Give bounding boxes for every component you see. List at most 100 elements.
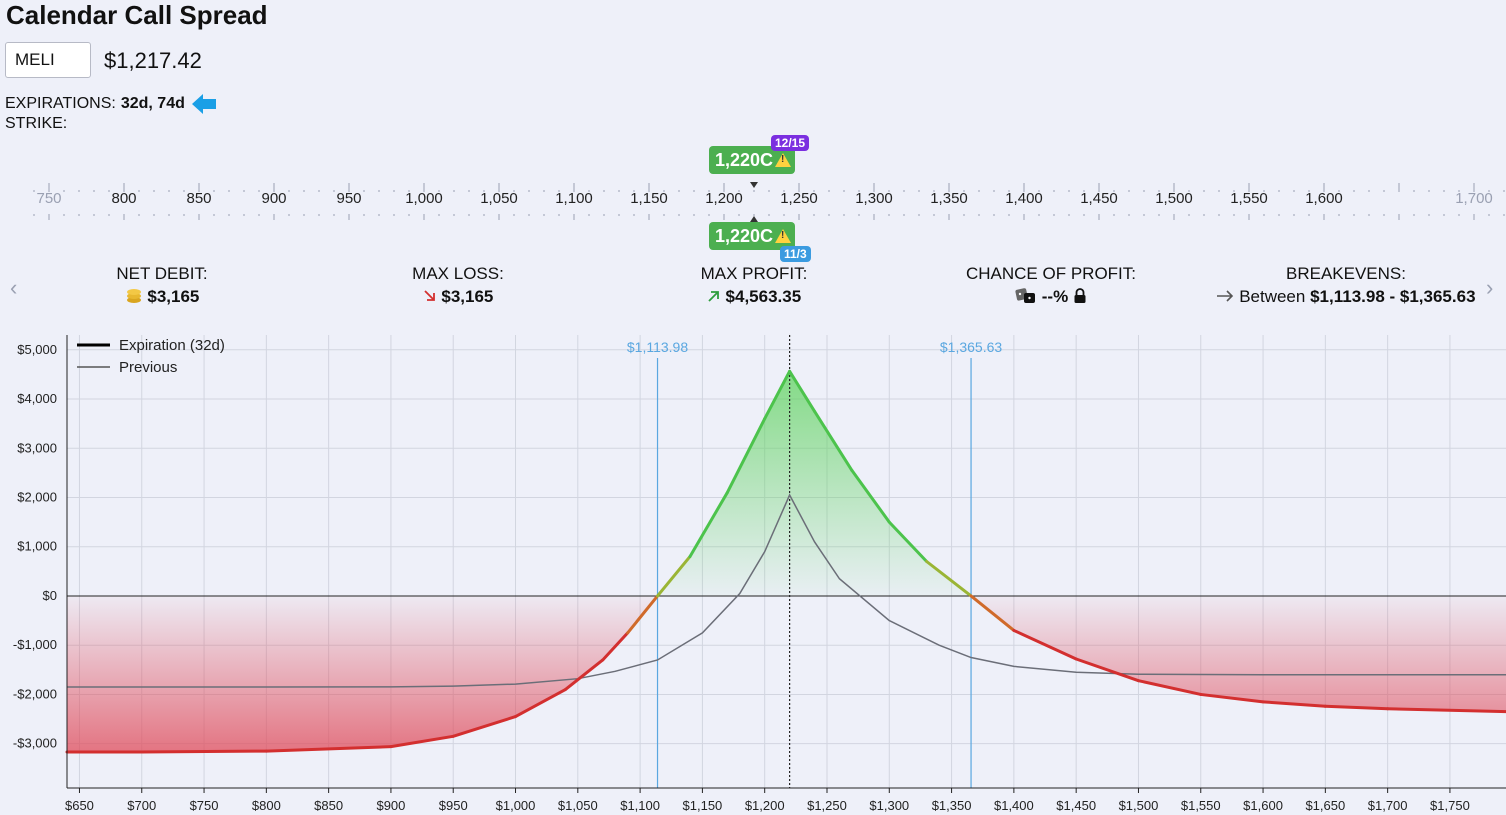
ruler-label: 1,600 (1305, 190, 1343, 207)
arrow-up-right-icon (708, 291, 719, 302)
breakeven-label: $1,365.63 (940, 339, 1002, 355)
loss-area (67, 595, 1506, 753)
lock-icon[interactable] (1073, 288, 1087, 304)
y-tick-label: $0 (43, 588, 57, 603)
ruler-label: 1,000 (405, 190, 443, 207)
expiration-series-segment (601, 631, 630, 662)
net-debit-stat: NET DEBIT: $3,165 (62, 263, 262, 309)
expiration-series-segment (1136, 679, 1203, 696)
x-tick-label: $1,400 (994, 798, 1034, 813)
max-loss-value: $3,165 (441, 287, 494, 306)
expiration-series-segment (1386, 707, 1506, 714)
bottom-leg-pill[interactable]: 1,220C (709, 222, 796, 250)
chance-of-profit-label: CHANCE OF PROFIT: (965, 264, 1136, 283)
stats-row: NET DEBIT: $3,165 MAX LOSS: $3,165 MAX P… (0, 263, 1506, 313)
chance-of-profit-value: --% (1041, 287, 1069, 306)
expiration-series-segment (850, 468, 891, 524)
bottom-leg-date-badge: 11/3 (780, 246, 811, 262)
y-tick-label: -$2,000 (13, 686, 57, 701)
x-tick-label: $1,550 (1181, 798, 1221, 813)
expiration-series-segment (140, 749, 268, 754)
y-tick-label: $5,000 (17, 342, 57, 357)
expiration-series-segment (887, 520, 929, 563)
x-tick-label: $1,350 (932, 798, 972, 813)
y-tick-label: $2,000 (17, 489, 57, 504)
ruler-label: 1,050 (480, 190, 518, 207)
expirations-value[interactable]: 32d, 74d (120, 95, 185, 112)
ruler-label: 1,100 (555, 190, 593, 207)
bottom-leg-label: 1,220C (715, 226, 774, 246)
x-tick-label: $1,600 (1243, 798, 1283, 813)
max-profit-value: $4,563.35 (725, 287, 802, 306)
expiration-series-segment (1323, 704, 1390, 711)
warning-icon (775, 153, 792, 167)
warning-icon (775, 229, 792, 243)
top-leg-date-badge: 12/15 (771, 135, 810, 151)
expiration-series-segment (1074, 657, 1140, 683)
expiration-series-segment (451, 715, 518, 738)
ruler-label: 1,150 (630, 190, 668, 207)
ticker-input[interactable] (5, 42, 91, 78)
net-debit-value: $3,165 (147, 287, 200, 306)
chevron-left-icon[interactable]: ‹ (10, 275, 18, 300)
breakevens-label: BREAKEVENS: (1286, 264, 1406, 283)
ruler-label: 900 (261, 190, 286, 207)
ruler-label: 1,200 (705, 190, 743, 207)
expiration-series-segment (264, 745, 393, 753)
legend-label: Expiration (32d) (119, 337, 225, 354)
x-tick-label: $1,200 (745, 798, 785, 813)
x-tick-label: $1,250 (807, 798, 847, 813)
expiration-series-segment (925, 560, 973, 598)
top-leg-label: 1,220C (715, 150, 774, 170)
x-tick-label: $1,700 (1368, 798, 1408, 813)
ruler-label: 850 (186, 190, 211, 207)
arrow-left-icon[interactable] (191, 93, 217, 115)
x-tick-label: $950 (439, 798, 468, 813)
max-loss-stat: MAX LOSS: $3,165 (358, 263, 558, 309)
pnl-chart[interactable]: $1,113.98 $1,365.63 $5,000 $4,000 $3,000 $2,0… (0, 330, 1506, 815)
expiration-series-segment (656, 555, 692, 598)
x-tick-label: $1,000 (496, 798, 536, 813)
chevron-right-icon[interactable]: › (1486, 275, 1494, 300)
max-profit-label: MAX PROFIT: (700, 264, 808, 283)
x-tick-label: $850 (314, 798, 343, 813)
expirations-label: EXPIRATIONS: (5, 95, 116, 112)
x-tick-label: $800 (252, 798, 281, 813)
x-tick-label: $1,650 (1305, 798, 1345, 813)
expiration-series-segment (763, 369, 792, 421)
ruler-label: 1,350 (930, 190, 968, 207)
chance-of-profit-stat: CHANCE OF PROFIT: --% (946, 263, 1156, 309)
page-title: Calendar Call Spread (6, 0, 268, 30)
ruler-label: 1,300 (855, 190, 893, 207)
ruler-label: 1,450 (1080, 190, 1118, 207)
strike-selector[interactable]: 750 800 850 900 950 1,000 1,050 1,100 1,150 1,200… (0, 130, 1506, 265)
max-profit-stat: MAX PROFIT: $4,563.35 (654, 263, 854, 309)
expiration-series-segment (813, 409, 854, 472)
breakeven-label: $1,113.98 (627, 339, 688, 355)
caret-up-icon (750, 216, 758, 222)
expirations-row: EXPIRATIONS: 32d, 74d (5, 93, 217, 115)
max-loss-label: MAX LOSS: (412, 264, 504, 283)
x-tick-label: $1,150 (683, 798, 723, 813)
strike-ruler[interactable]: 750 800 850 900 950 1,000 1,050 1,100 1,150 1,200… (0, 130, 1506, 265)
expiration-series-segment (1012, 628, 1078, 661)
x-tick-label: $1,500 (1119, 798, 1159, 813)
breakevens-prefix: Between (1239, 287, 1306, 306)
expiration-series-segment (389, 734, 455, 749)
breakevens-value: $1,113.98 - $1,365.63 (1310, 287, 1476, 306)
ruler-label: 1,400 (1005, 190, 1043, 207)
profit-area (67, 371, 1506, 596)
arrow-down-right-icon (423, 290, 435, 301)
x-tick-label: $1,300 (869, 798, 909, 813)
expiration-series-segment (514, 688, 567, 719)
previous-series-line (67, 493, 1506, 688)
caret-down-icon (750, 182, 758, 188)
x-tick-label: $650 (65, 798, 94, 813)
y-tick-label: $3,000 (17, 440, 57, 455)
ruler-label: 950 (336, 190, 361, 207)
breakevens-stat: BREAKEVENS: Between $1,113.98 - $1,365.6… (1196, 263, 1496, 309)
ruler-label: 750 (36, 190, 61, 207)
ruler-label: 800 (111, 190, 136, 207)
x-tick-label: $1,750 (1430, 798, 1470, 813)
ruler-label: 1,550 (1230, 190, 1268, 207)
